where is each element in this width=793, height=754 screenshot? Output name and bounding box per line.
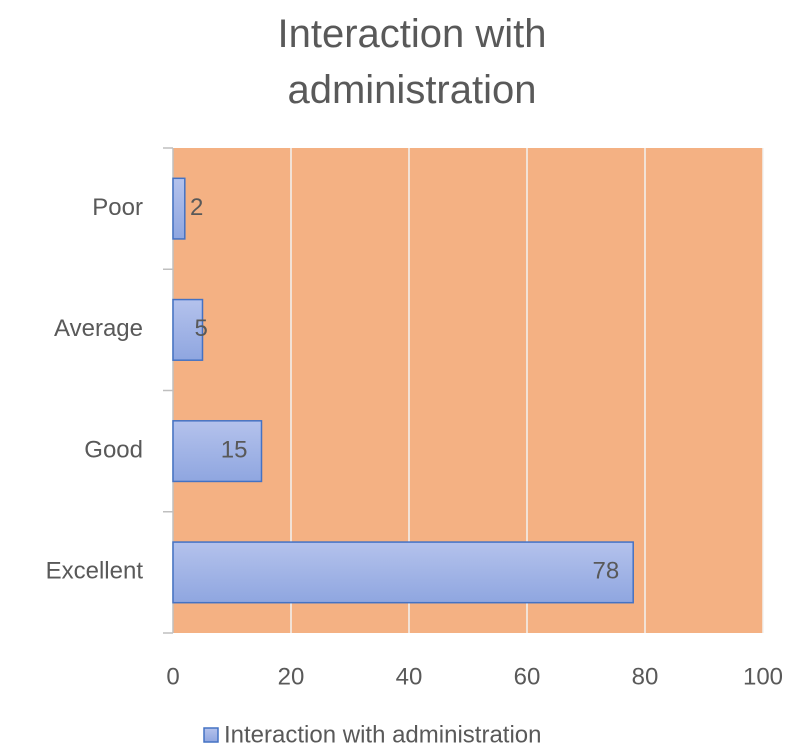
y-tick-label: Poor <box>92 194 143 221</box>
x-tick-label: 0 <box>166 663 179 690</box>
y-tick-label: Excellent <box>46 558 144 585</box>
x-tick-label: 100 <box>743 663 783 690</box>
data-label: 5 <box>195 315 208 342</box>
data-label: 78 <box>592 558 619 585</box>
bar <box>172 541 634 604</box>
legend-label: Interaction with administration <box>224 721 541 748</box>
y-tick-label: Average <box>54 315 143 342</box>
x-tick-label: 60 <box>514 663 541 690</box>
bar <box>172 298 204 361</box>
bar <box>172 177 186 240</box>
data-label: 2 <box>190 194 203 221</box>
data-label: 15 <box>221 436 248 463</box>
x-tick-label: 40 <box>396 663 423 690</box>
legend-swatch <box>203 727 219 743</box>
x-tick-label: 20 <box>278 663 305 690</box>
chart-title: Interaction with administration <box>277 12 547 112</box>
bar <box>172 420 263 483</box>
x-tick-label: 80 <box>632 663 659 690</box>
y-tick-label: Good <box>84 436 143 463</box>
